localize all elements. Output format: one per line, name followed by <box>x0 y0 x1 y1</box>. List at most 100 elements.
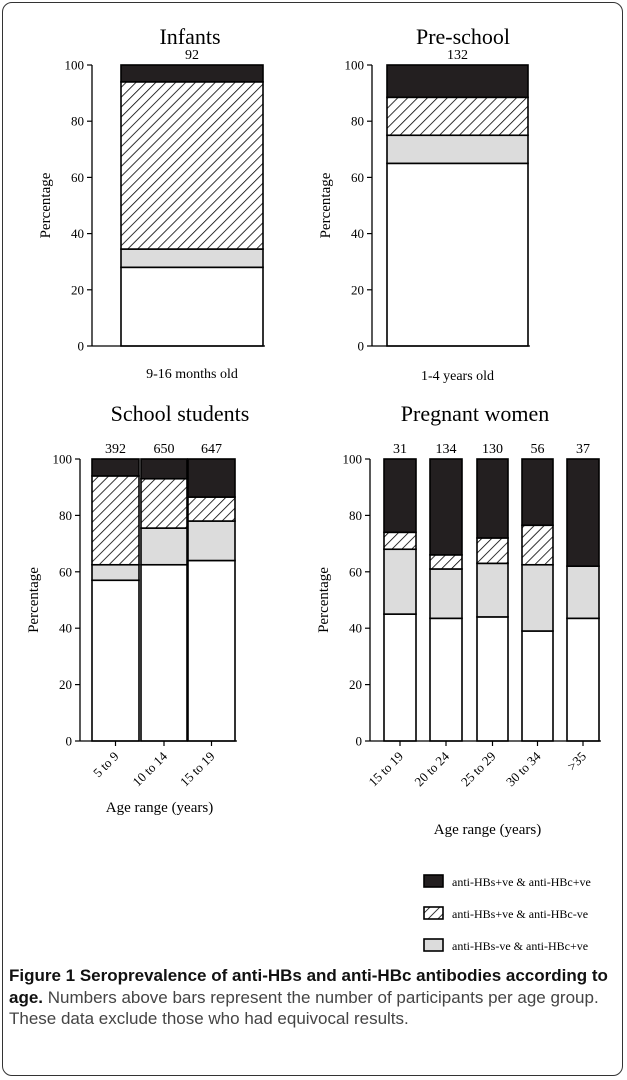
bar-segment <box>120 81 264 250</box>
legend-swatch <box>423 938 444 952</box>
y-tick-label: 60 <box>351 170 364 185</box>
bar-segment <box>383 531 417 551</box>
x-axis-label: Age range (years) <box>106 800 213 816</box>
bar-segment <box>140 477 188 529</box>
legend-swatch <box>423 874 444 888</box>
bar-segment <box>187 458 236 498</box>
bar-count-label: 130 <box>482 442 503 457</box>
y-axis-label: Percentage <box>26 567 42 633</box>
y-tick-label: 80 <box>59 508 72 523</box>
y-tick-label: 60 <box>71 170 84 185</box>
bar-segment <box>521 630 554 742</box>
x-category-label: 20 to 24 <box>411 748 452 789</box>
y-tick-label: 40 <box>349 621 362 636</box>
bar-segment <box>386 64 529 99</box>
x-category-label: 1-4 years old <box>421 369 494 384</box>
y-tick-label: 100 <box>65 58 85 73</box>
bar-segment <box>140 458 188 480</box>
y-tick-label: 0 <box>358 339 365 354</box>
bar-segment <box>476 616 509 742</box>
y-tick-label: 100 <box>343 452 363 467</box>
y-tick-label: 40 <box>351 226 364 241</box>
chart-title: School students <box>111 401 250 426</box>
bar-segment <box>521 563 554 632</box>
y-tick-label: 60 <box>349 564 362 579</box>
bar-segment <box>386 162 529 347</box>
x-category-label: 15 to 19 <box>177 749 218 790</box>
bar-segment <box>91 458 140 477</box>
bar-segment <box>187 496 236 522</box>
legend-label: anti-HBs-ve & anti-HBc+ve <box>452 939 588 953</box>
y-tick-label: 80 <box>351 114 364 129</box>
y-tick-label: 20 <box>349 677 362 692</box>
bar-segment <box>476 562 509 618</box>
x-category-label: >35 <box>564 749 589 774</box>
bar-segment <box>91 563 140 582</box>
legend-label: anti-HBs+ve & anti-HBc-ve <box>452 907 588 921</box>
bar-segment <box>429 568 463 620</box>
y-tick-label: 20 <box>71 282 84 297</box>
x-category-label: 9-16 months old <box>146 367 238 382</box>
x-category-label: 15 to 19 <box>365 749 406 790</box>
bar-segment <box>120 64 264 83</box>
bar-count-label: 134 <box>436 442 457 457</box>
y-axis-label: Percentage <box>316 567 332 633</box>
figure-caption: Figure 1 Seroprevalence of anti-HBs and … <box>9 965 609 1030</box>
y-tick-label: 0 <box>66 734 73 749</box>
bar-segment <box>566 617 600 742</box>
bar-segment <box>386 134 529 165</box>
bar-segment <box>140 527 188 566</box>
bar-count-label: 56 <box>531 442 545 457</box>
bar-segment <box>140 563 188 742</box>
chart-panel-2: School students 0 20 40 60 80 100 Percentage 392… <box>26 401 249 816</box>
y-tick-label: 80 <box>71 114 84 129</box>
chart-panel-3: Pregnant women 0 20 40 60 80 100 Percentage 31 15… <box>316 401 601 838</box>
y-tick-label: 40 <box>59 621 72 636</box>
bar-segment <box>429 458 463 556</box>
y-axis-label: Percentage <box>318 172 334 238</box>
bar-segment <box>383 548 417 615</box>
legend-label: anti-HBs+ve & anti-HBc+ve <box>452 875 591 889</box>
bar-segment <box>91 579 140 742</box>
y-tick-label: 40 <box>71 226 84 241</box>
bar-segment <box>566 565 600 620</box>
y-tick-label: 20 <box>59 677 72 692</box>
y-tick-label: 0 <box>78 339 85 354</box>
bar-segment <box>521 458 554 527</box>
chart-title: Pregnant women <box>401 401 549 426</box>
bar-segment <box>429 554 463 570</box>
bar-segment <box>187 520 236 562</box>
bar-segment <box>386 96 529 137</box>
bar-segment <box>91 475 140 566</box>
caption-lead: Figure 1 Seroprevalence of anti-HBs and … <box>9 966 608 1007</box>
caption-text: Numbers above bars represent the number … <box>9 987 599 1029</box>
x-category-label: 10 to 14 <box>129 748 170 789</box>
bar-segment <box>566 458 600 567</box>
chart-title: Infants <box>159 24 220 49</box>
y-tick-label: 100 <box>345 58 365 73</box>
bar-count-label: 31 <box>393 442 407 457</box>
bar-segment <box>187 559 236 742</box>
chart-title: Pre-school <box>416 24 510 49</box>
y-tick-label: 60 <box>59 564 72 579</box>
y-tick-label: 80 <box>349 508 362 523</box>
bar-segment <box>120 248 264 269</box>
bar-segment <box>476 537 509 565</box>
bar-count-label: 647 <box>201 442 222 457</box>
y-axis-label: Percentage <box>38 172 54 238</box>
bar-count-label: 650 <box>154 442 175 457</box>
bar-count-label: 392 <box>105 442 126 457</box>
x-category-label: 30 to 34 <box>503 748 544 789</box>
chart-panel-0: Infants 0 20 40 60 80 100 Percentage 92 9-16 mont… <box>38 24 265 382</box>
y-tick-label: 0 <box>356 734 363 749</box>
bar-segment <box>429 617 463 742</box>
bar-segment <box>383 613 417 742</box>
legend: anti-HBs+ve & anti-HBc+ve anti-HBs+ve & a… <box>423 874 591 953</box>
x-category-label: 25 to 29 <box>458 749 499 790</box>
bar-segment <box>120 266 264 347</box>
y-tick-label: 20 <box>351 282 364 297</box>
chart-panel-1: Pre-school 0 20 40 60 80 100 Percentage 132 1-4 y… <box>318 24 530 384</box>
bar-count-label: 132 <box>447 48 468 63</box>
x-category-label: 5 to 9 <box>90 749 122 781</box>
